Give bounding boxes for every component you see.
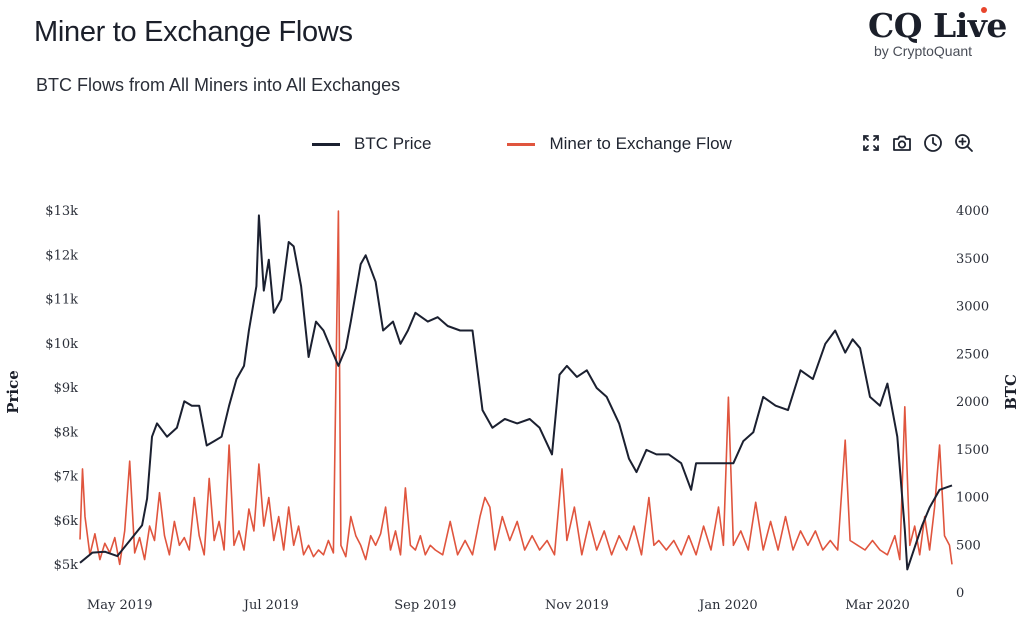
page-title: Miner to Exchange Flows (34, 16, 353, 48)
y-axis-left-ticks: $5k $6k $7k $8k $9k $10k $11k $12k $13k (45, 204, 78, 573)
y-left-tick-label: $6k (54, 514, 79, 529)
screenshot-button[interactable] (891, 132, 913, 154)
y-right-tick-label: 1000 (956, 491, 989, 506)
y-left-tick-label: $7k (54, 470, 79, 485)
zoom-in-button[interactable] (953, 132, 975, 154)
y-axis-right-ticks: 0 500 1000 1500 2000 2500 3000 3500 4000 (956, 204, 989, 601)
y-left-tick-label: $5k (54, 558, 79, 573)
y-right-tick-label: 1500 (956, 443, 989, 458)
x-tick-label: Nov 2019 (545, 598, 609, 613)
history-button[interactable] (922, 132, 944, 154)
fullscreen-icon (863, 135, 879, 151)
y-left-tick-label: $12k (45, 248, 78, 263)
y-right-tick-label: 2000 (956, 395, 989, 410)
chart-toolbar (860, 132, 975, 154)
legend-item-btc-price[interactable]: BTC Price (312, 134, 431, 154)
x-axis-ticks: May 2019 Jul 2019 Sep 2019 Nov 2019 Jan 2020… (87, 598, 910, 613)
chart-legend: BTC Price Miner to Exchange Flow (312, 134, 732, 154)
y-right-tick-label: 3500 (956, 252, 989, 267)
logo-accent-dot (981, 7, 987, 13)
miner-flow-line[interactable] (79, 210, 953, 566)
y-left-tick-label: $9k (54, 381, 79, 396)
x-tick-label: Jul 2019 (242, 598, 299, 613)
x-tick-label: Sep 2019 (394, 598, 456, 613)
y-right-tick-label: 0 (956, 586, 964, 601)
x-tick-label: Mar 2020 (845, 598, 910, 613)
camera-icon (893, 135, 911, 151)
x-tick-label: Jan 2020 (697, 598, 758, 613)
y-right-tick-label: 3000 (956, 300, 989, 315)
x-tick-label: May 2019 (87, 598, 153, 613)
logo-main-text: CQ Live (868, 6, 1008, 45)
y-right-tick-label: 2500 (956, 347, 989, 362)
btc-price-line[interactable] (79, 214, 953, 571)
y-left-tick-label: $13k (45, 204, 78, 219)
legend-label-miner-flow: Miner to Exchange Flow (549, 134, 732, 153)
series-layer (79, 210, 953, 571)
y-left-tick-label: $8k (54, 425, 79, 440)
legend-swatch-btc-price (312, 142, 340, 146)
y-axis-right-title: BTC (1002, 374, 1020, 410)
clock-icon (924, 134, 942, 152)
fullscreen-button[interactable] (860, 132, 882, 154)
y-left-tick-label: $11k (45, 293, 78, 308)
zoom-in-icon (955, 134, 973, 152)
cq-live-logo: CQ Live by CryptoQuant (868, 6, 1008, 59)
legend-item-miner-flow[interactable]: Miner to Exchange Flow (507, 134, 732, 154)
logo-sub-text: by CryptoQuant (874, 43, 973, 59)
page-subtitle: BTC Flows from All Miners into All Excha… (36, 75, 401, 95)
legend-label-btc-price: BTC Price (354, 134, 432, 153)
legend-swatch-miner-flow (507, 142, 536, 146)
y-left-tick-label: $10k (45, 337, 78, 352)
y-right-tick-label: 4000 (956, 204, 989, 219)
y-axis-left-title: Price (4, 370, 22, 414)
y-right-tick-label: 500 (956, 538, 981, 553)
